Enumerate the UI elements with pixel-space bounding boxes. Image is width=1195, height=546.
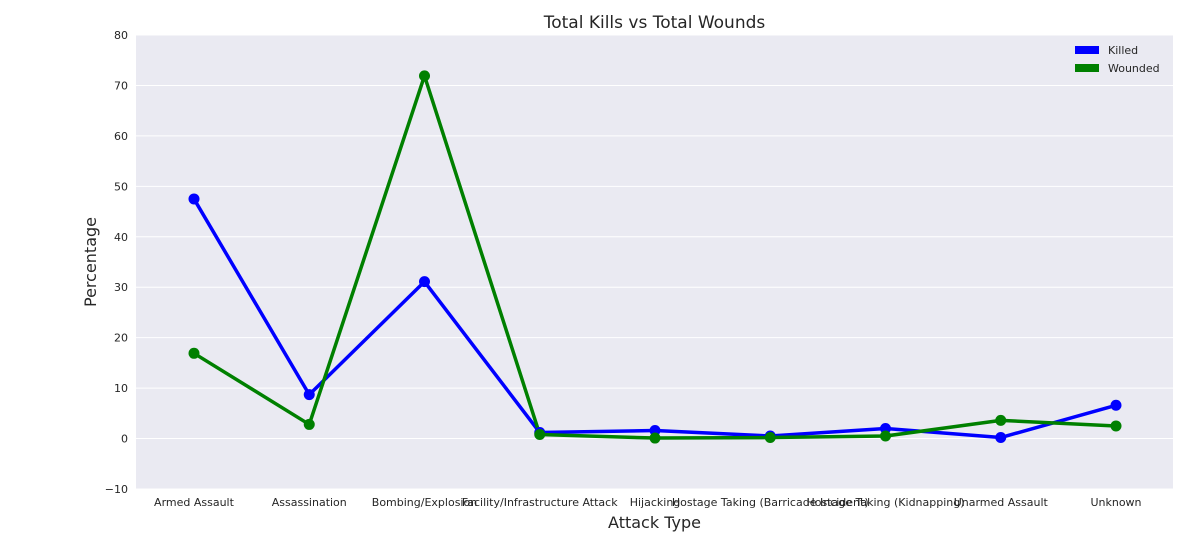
legend-swatch-killed xyxy=(1075,46,1099,54)
y-tick-labels: −10 0 10 20 30 40 50 60 70 80 xyxy=(105,29,128,496)
x-axis-label: Attack Type xyxy=(608,513,701,532)
x-tick-label: Unknown xyxy=(1090,496,1141,509)
y-tick-label: 40 xyxy=(114,231,128,244)
data-point-killed xyxy=(880,422,891,434)
legend-label: Wounded xyxy=(1108,62,1160,75)
y-tick-label: 60 xyxy=(114,130,128,143)
data-point-wounded xyxy=(1110,420,1122,432)
x-tick-labels: Armed Assault Assassination Bombing/Explos… xyxy=(154,496,1141,509)
data-point-killed xyxy=(419,276,430,288)
series-points xyxy=(188,70,1122,444)
data-point-wounded xyxy=(419,70,430,82)
legend: Killed Wounded xyxy=(1075,44,1160,75)
plot-background xyxy=(136,35,1173,489)
data-point-wounded xyxy=(764,432,776,444)
x-tick-label: Hostage Taking (Barricade Incident) xyxy=(672,496,869,509)
data-point-killed xyxy=(995,432,1007,444)
data-point-wounded xyxy=(534,429,546,441)
data-point-wounded xyxy=(649,432,661,444)
data-point-wounded xyxy=(303,418,315,430)
data-point-killed xyxy=(1110,399,1122,411)
y-tick-label: −10 xyxy=(105,483,128,496)
y-tick-label: 80 xyxy=(114,29,128,42)
chart-title: Total Kills vs Total Wounds xyxy=(543,13,766,33)
x-tick-label: Bombing/Explosion xyxy=(372,496,477,509)
legend-swatch-wounded xyxy=(1075,64,1099,72)
x-tick-label: Hostage Taking (Kidnapping) xyxy=(806,496,964,509)
data-point-killed xyxy=(649,424,661,436)
data-point-wounded xyxy=(880,430,891,442)
y-tick-label: 10 xyxy=(114,382,128,395)
y-axis-label: Percentage xyxy=(81,217,100,307)
y-tick-label: 20 xyxy=(114,332,128,345)
x-tick-label: Assassination xyxy=(272,496,347,509)
x-tick-label: Facility/Infrastructure Attack xyxy=(462,496,618,509)
data-point-killed xyxy=(188,193,200,205)
y-tick-label: 70 xyxy=(114,79,128,92)
y-tick-label: 50 xyxy=(114,180,128,193)
y-tick-label: 30 xyxy=(114,281,128,294)
data-point-killed xyxy=(303,389,315,401)
x-tick-label: Hijacking xyxy=(630,496,681,509)
legend-label: Killed xyxy=(1108,44,1138,57)
y-tick-label: 0 xyxy=(121,433,128,446)
data-point-wounded xyxy=(188,347,200,359)
x-tick-label: Armed Assault xyxy=(154,496,235,509)
x-tick-label: Unarmed Assault xyxy=(954,496,1049,509)
data-point-wounded xyxy=(995,414,1007,426)
